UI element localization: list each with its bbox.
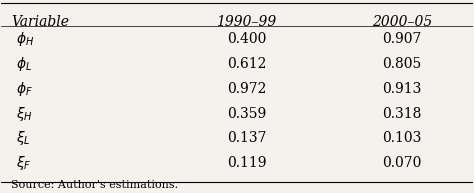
Text: 0.907: 0.907 [382,32,421,47]
Text: 0.913: 0.913 [382,82,421,96]
Text: 2000–05: 2000–05 [372,15,432,29]
Text: $\xi_F$: $\xi_F$ [16,154,31,172]
Text: 0.805: 0.805 [383,57,421,71]
Text: 0.070: 0.070 [382,156,421,170]
Text: 0.359: 0.359 [227,107,266,121]
Text: $\xi_L$: $\xi_L$ [16,129,30,147]
Text: Variable: Variable [11,15,69,29]
Text: $\phi_L$: $\phi_L$ [16,55,32,73]
Text: Source: Author's estimations.: Source: Author's estimations. [11,180,178,190]
Text: 1990–99: 1990–99 [216,15,276,29]
Text: 0.972: 0.972 [227,82,266,96]
Text: 0.612: 0.612 [227,57,266,71]
Text: $\xi_H$: $\xi_H$ [16,105,32,123]
Text: 0.137: 0.137 [227,131,266,145]
Text: 0.318: 0.318 [382,107,421,121]
Text: 0.400: 0.400 [227,32,266,47]
Text: 0.103: 0.103 [382,131,421,145]
Text: 0.119: 0.119 [227,156,266,170]
Text: $\phi_H$: $\phi_H$ [16,30,34,48]
Text: $\phi_F$: $\phi_F$ [16,80,32,98]
